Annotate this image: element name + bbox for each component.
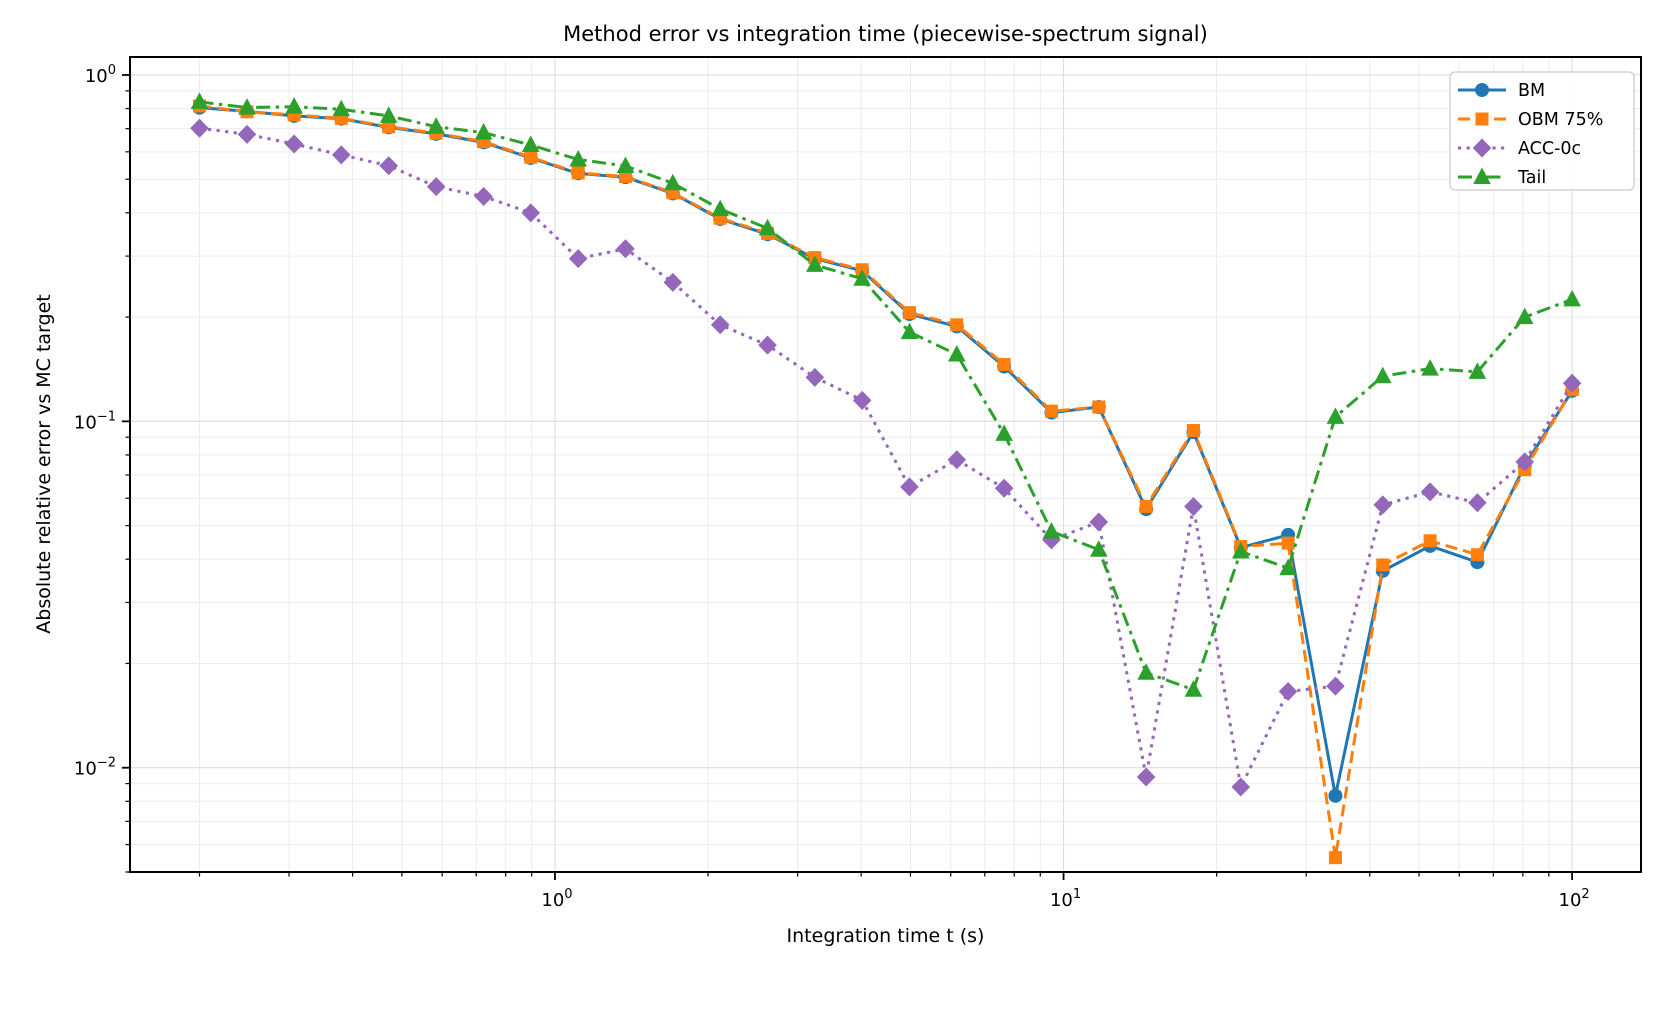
series-markers-OBM-75- <box>193 99 1579 865</box>
series-line-ACC-0c <box>199 126 1574 789</box>
tick-label: 10−1 <box>74 409 116 433</box>
tick-label: 100 <box>85 63 116 87</box>
legend-sample-marker <box>1472 138 1492 158</box>
legend-frame <box>1449 71 1635 191</box>
series-line-OBM-75- <box>199 104 1574 860</box>
series-markers-ACC-0c <box>190 118 1582 797</box>
legend-label: BM <box>1518 81 1545 101</box>
legend-sample-marker <box>1473 167 1491 184</box>
tick-label: 102 <box>1559 887 1590 911</box>
series-line-Tail <box>199 100 1573 692</box>
legend-sample-marker <box>1475 112 1489 126</box>
tick-label: 10−2 <box>74 756 116 780</box>
legend-label: OBM 75% <box>1518 110 1603 130</box>
legend-item-BM: BM <box>1458 81 1545 101</box>
tick-label: 101 <box>1050 887 1081 911</box>
chart-title: Method error vs integration time (piecew… <box>563 22 1208 46</box>
legend-item-ACC-0c: ACC-0c <box>1458 138 1581 159</box>
axis-ticks <box>122 74 1574 880</box>
x-axis-label: Integration time t (s) <box>786 925 985 947</box>
tick-labels: 100 101 102 100 10−1 10−2 <box>74 63 1590 911</box>
series-markers-Tail <box>190 92 1581 697</box>
grid-major <box>130 57 1641 872</box>
legend-label: ACC-0c <box>1518 139 1581 159</box>
grid-minor <box>130 57 1641 873</box>
series-markers-BM <box>192 100 1580 803</box>
plot-area-border <box>129 56 1642 873</box>
series-line-BM <box>199 106 1574 798</box>
legend-item-OBM-75-: OBM 75% <box>1458 110 1603 130</box>
legend: BM OBM 75% ACC-0c Tail <box>1449 71 1635 191</box>
legend-item-Tail: Tail <box>1458 167 1546 188</box>
legend-label: Tail <box>1517 168 1546 188</box>
legend-sample-marker <box>1475 83 1489 97</box>
tick-label: 100 <box>541 887 572 911</box>
